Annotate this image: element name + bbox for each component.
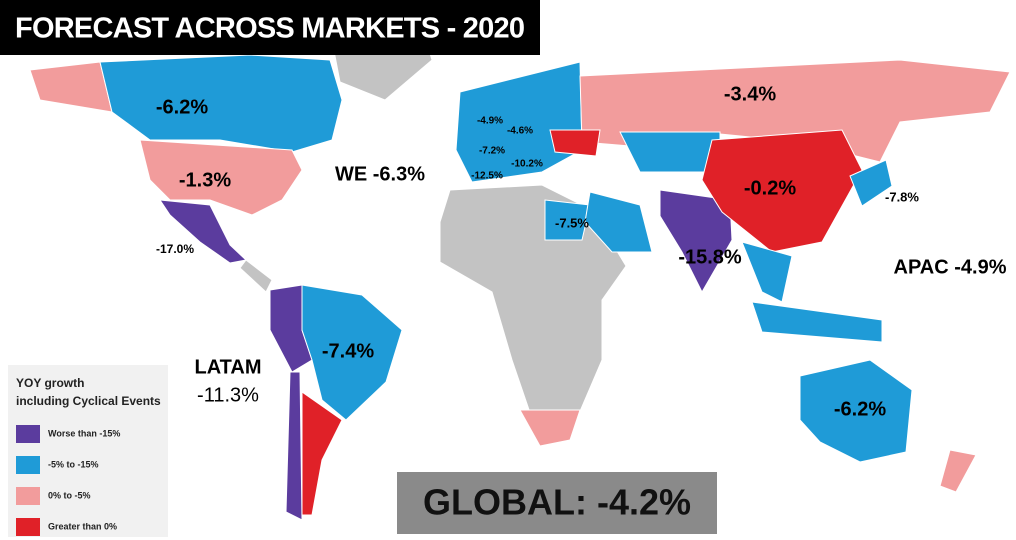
label: -3.4% [724, 83, 776, 105]
label: -15.8% [678, 246, 742, 268]
label: -10.2% [511, 159, 543, 170]
label: WE -6.3% [335, 163, 425, 185]
chile [285, 371, 303, 521]
label: -7.8% [885, 189, 919, 204]
legend-box [8, 365, 168, 537]
middle-east [584, 191, 653, 253]
label: -12.5% [471, 171, 503, 182]
label: -4.6% [507, 126, 533, 137]
label: -7.4% [322, 340, 374, 362]
canada [99, 54, 343, 153]
label: -1.3% [179, 169, 231, 191]
south-africa [519, 409, 581, 447]
russia [579, 59, 1011, 163]
legend-items: Worse than -15% -5% to -15% 0% to -5% Great… [16, 425, 120, 536]
legend-swatch [16, 487, 40, 505]
label: -17.0% [156, 242, 194, 256]
central-america [239, 259, 273, 293]
label: -11.3% [197, 384, 259, 406]
egypt [544, 199, 591, 241]
label: -7.2% [479, 146, 505, 157]
label: APAC -4.9% [894, 256, 1007, 278]
usa [139, 139, 303, 216]
europe [455, 61, 583, 183]
map-regions [29, 19, 1011, 521]
title: FORECAST ACROSS MARKETS - 2020 [15, 13, 525, 45]
indonesia [751, 301, 883, 343]
brazil [301, 284, 403, 421]
legend-swatch [16, 425, 40, 443]
label: -4.9% [477, 116, 503, 127]
ukraine [549, 129, 601, 157]
title-box [0, 0, 540, 55]
legend-label: Worse than -15% [48, 428, 120, 438]
argentina [301, 391, 343, 516]
map-labels: -6.2% -1.3% WE -6.3% -3.4% -0.2% -7.8% A… [156, 83, 1007, 420]
legend-swatch [16, 456, 40, 474]
southeast-asia [741, 241, 793, 303]
global-box [397, 472, 717, 534]
new-zealand [939, 449, 977, 493]
legend-label: 0% to -5% [48, 490, 91, 500]
alaska [29, 61, 113, 113]
japan [849, 159, 893, 207]
legend-title: YOY growth [16, 376, 84, 390]
australia [799, 359, 913, 463]
label: LATAM [194, 356, 261, 378]
label: -6.2% [156, 96, 208, 118]
legend-label: -5% to -15% [48, 459, 99, 469]
legend-title: including Cyclical Events [16, 394, 161, 408]
legend-swatch [16, 518, 40, 536]
label: -7.5% [555, 215, 589, 230]
global-label: GLOBAL: -4.2% [423, 482, 691, 523]
label: -0.2% [744, 177, 796, 199]
mexico [158, 199, 248, 264]
china [701, 129, 863, 253]
label: -6.2% [834, 398, 886, 420]
legend-label: Greater than 0% [48, 521, 117, 531]
